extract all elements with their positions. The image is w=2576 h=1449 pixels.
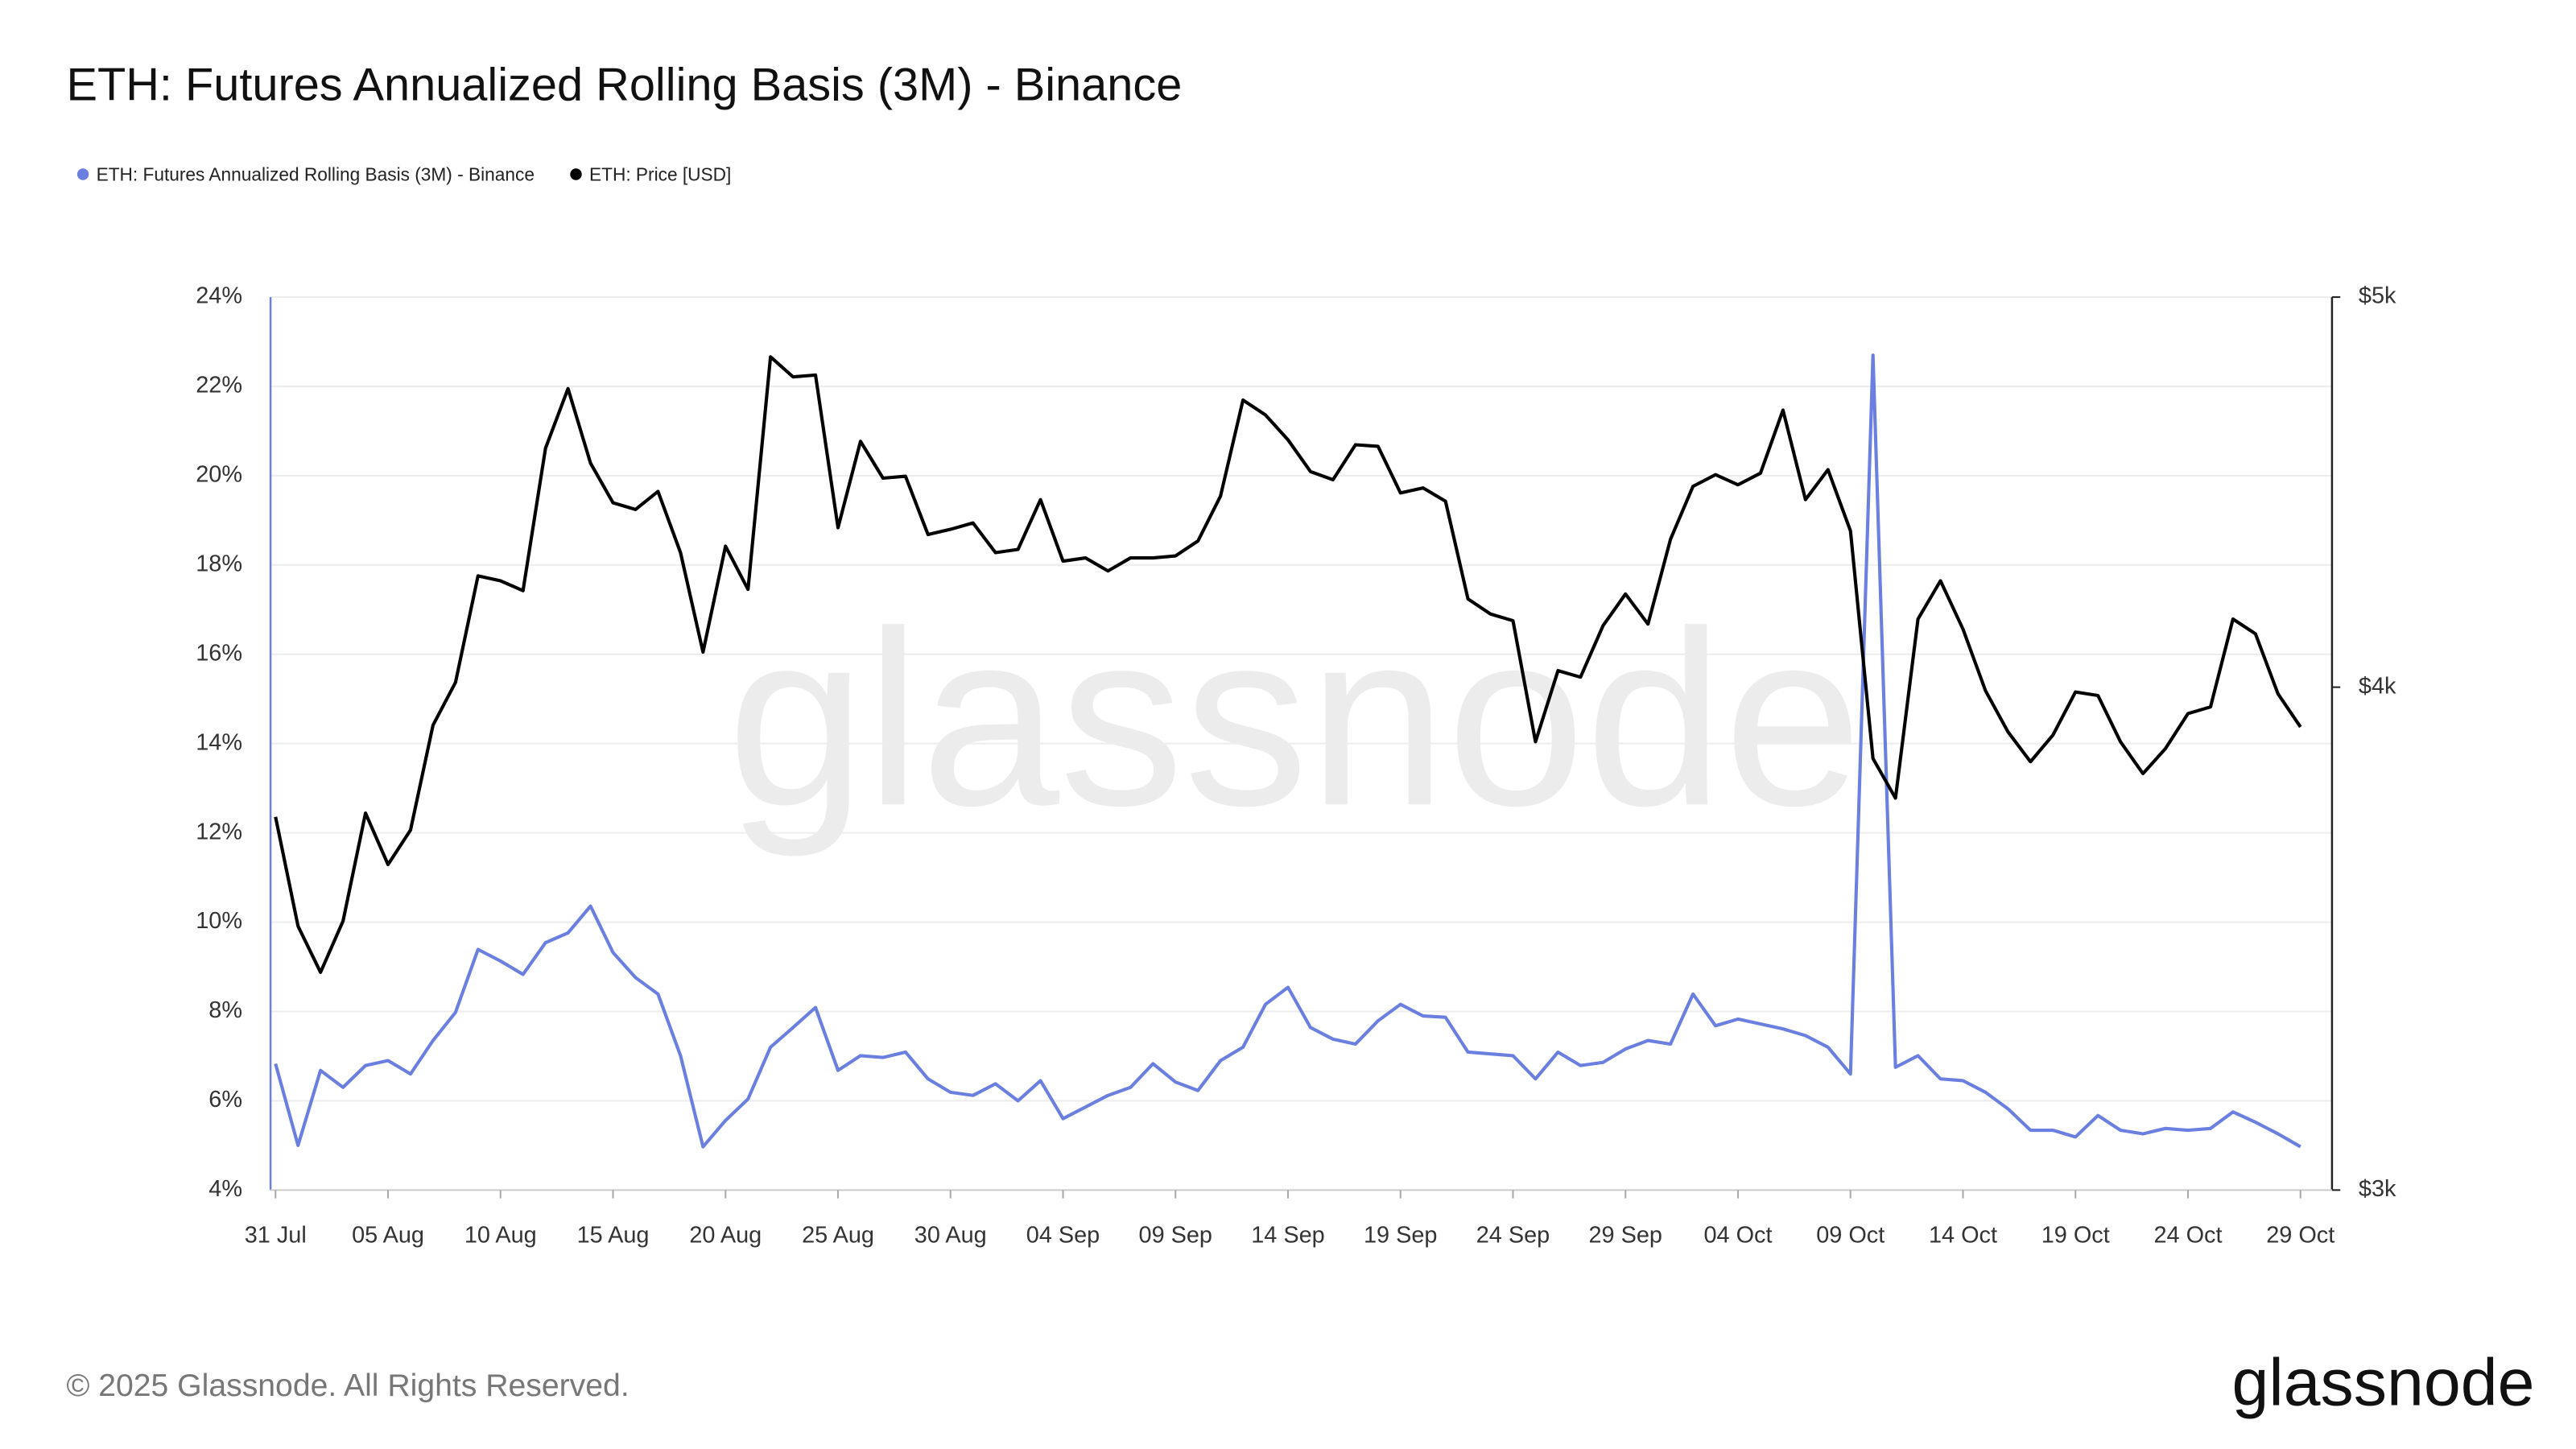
x-tick-label: 04 Oct	[1703, 1223, 1772, 1249]
y-tick-label: 24%	[196, 283, 242, 309]
series-line	[274, 355, 2302, 974]
legend-marker	[76, 168, 89, 180]
y-tick-label: 4%	[208, 1176, 242, 1202]
x-tick-label: 30 Aug	[914, 1223, 987, 1249]
x-tick-label: 04 Sep	[1026, 1223, 1100, 1249]
x-tick-label: 29 Oct	[2266, 1223, 2334, 1249]
y-tick-label: 8%	[208, 997, 242, 1023]
x-tick-label: 25 Aug	[802, 1223, 874, 1249]
x-tick-label: 09 Oct	[1816, 1223, 1885, 1249]
y-tick-label: 10%	[196, 908, 242, 934]
y-tick-label: 22%	[196, 373, 242, 398]
y-tick-label: 18%	[196, 551, 242, 576]
x-tick-label: 24 Sep	[1476, 1223, 1550, 1249]
legend-marker	[570, 168, 582, 180]
x-tick-label: 14 Sep	[1251, 1223, 1324, 1249]
y2-tick-label: $5k	[2359, 283, 2396, 309]
x-tick-label: 10 Aug	[464, 1223, 537, 1249]
x-tick-label: 09 Sep	[1139, 1223, 1212, 1249]
chart-title: ETH: Futures Annualized Rolling Basis (3…	[66, 60, 1182, 111]
y-tick-label: 6%	[208, 1087, 242, 1113]
x-tick-label: 14 Oct	[1929, 1223, 1997, 1249]
x-tick-label: 31 Jul	[245, 1223, 307, 1249]
y-tick-label: 14%	[196, 729, 242, 755]
x-tick-label: 24 Oct	[2153, 1223, 2222, 1249]
x-tick-label: 05 Aug	[352, 1223, 424, 1249]
legend-label: ETH: Price [USD]	[589, 164, 731, 185]
series-line	[274, 353, 2301, 1149]
x-tick-label: 15 Aug	[577, 1223, 650, 1249]
y-tick-label: 16%	[196, 640, 242, 666]
y-tick-label: 12%	[196, 819, 242, 844]
legend-label: ETH: Futures Annualized Rolling Basis (3…	[97, 164, 535, 185]
x-tick-label: 19 Oct	[2041, 1223, 2110, 1249]
y2-tick-label: $4k	[2359, 673, 2396, 699]
footer: © 2025 Glassnode. All Rights Reserved.	[66, 1368, 629, 1403]
watermark: glassnode	[727, 579, 1862, 859]
logo: glassnode	[2231, 1345, 2534, 1419]
y-tick-label: 20%	[196, 462, 242, 488]
x-tick-label: 19 Sep	[1364, 1223, 1437, 1249]
x-tick-label: 29 Sep	[1589, 1223, 1662, 1249]
x-tick-label: 20 Aug	[689, 1223, 762, 1249]
y2-tick-label: $3k	[2359, 1176, 2396, 1202]
